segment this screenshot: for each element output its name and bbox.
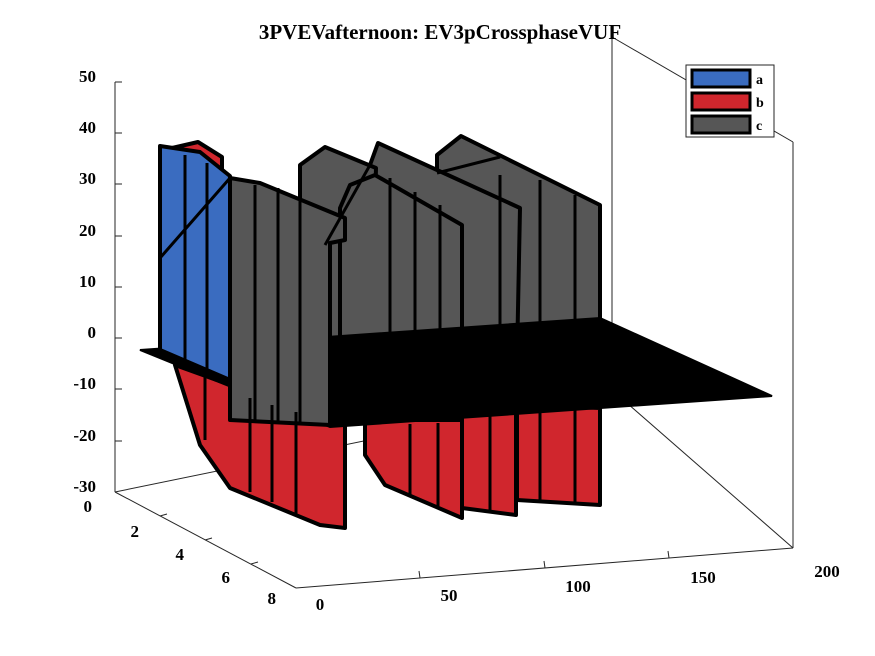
series-a-ribbons	[158, 144, 232, 382]
y-tick-label: 6	[222, 568, 231, 587]
legend-label-b: b	[756, 96, 764, 111]
x-tick-label: 50	[441, 586, 458, 605]
y-tick	[250, 561, 259, 565]
z-tick-label: 0	[88, 323, 97, 342]
z-tick-label: 20	[79, 221, 96, 240]
y-tick	[159, 513, 168, 517]
z-tick-label: 50	[79, 67, 96, 86]
diagonal-c	[323, 164, 372, 246]
y-tick-label: 8	[268, 589, 277, 608]
legend-swatch-c	[690, 114, 752, 135]
z-tick-label: -10	[73, 374, 96, 393]
x-tick-label: 200	[814, 562, 840, 581]
z-tick-label: -20	[73, 426, 96, 445]
tick-marks	[115, 81, 670, 579]
legend-label-a: a	[756, 73, 763, 88]
series-b-panel	[515, 403, 602, 507]
chart-title: 3PVEVafternoon: EV3pCrossphaseVUF	[259, 20, 621, 44]
y-tick-label: 2	[131, 522, 140, 541]
legend: a b c	[685, 64, 775, 138]
series-c-panel	[228, 176, 347, 427]
x-tick	[418, 570, 421, 579]
legend-swatch-b	[690, 91, 752, 112]
panel-dividers	[158, 155, 577, 515]
series-b-panel	[363, 418, 464, 520]
x-tick-label: 100	[565, 577, 591, 596]
z-tick-label: 10	[79, 272, 96, 291]
z-tick-label: 30	[79, 169, 96, 188]
legend-label-c: c	[756, 119, 762, 134]
y-tick-labels: 0 2 4 6 8	[84, 497, 277, 608]
diagonal-c2	[436, 155, 501, 175]
y-tick	[204, 537, 213, 541]
y-tick-label: 0	[84, 497, 93, 516]
floor-side-line	[611, 389, 794, 549]
series-a-panel	[158, 144, 232, 382]
x-tick	[543, 560, 546, 569]
legend-swatch-a	[690, 68, 752, 89]
z-tick-label: 40	[79, 118, 96, 137]
x-tick-label: 0	[316, 595, 325, 614]
z-tick-label: -30	[73, 477, 96, 496]
x-tick	[667, 550, 670, 559]
x-tick-labels: 0 50 100 150 200	[316, 562, 840, 614]
y-tick-label: 4	[176, 545, 185, 564]
x-tick-label: 150	[690, 568, 716, 587]
diagonal-a	[158, 177, 232, 259]
z-tick-labels: 50 40 30 20 10 0 -10 -20 -30	[73, 67, 96, 496]
series-c-front	[228, 176, 347, 427]
